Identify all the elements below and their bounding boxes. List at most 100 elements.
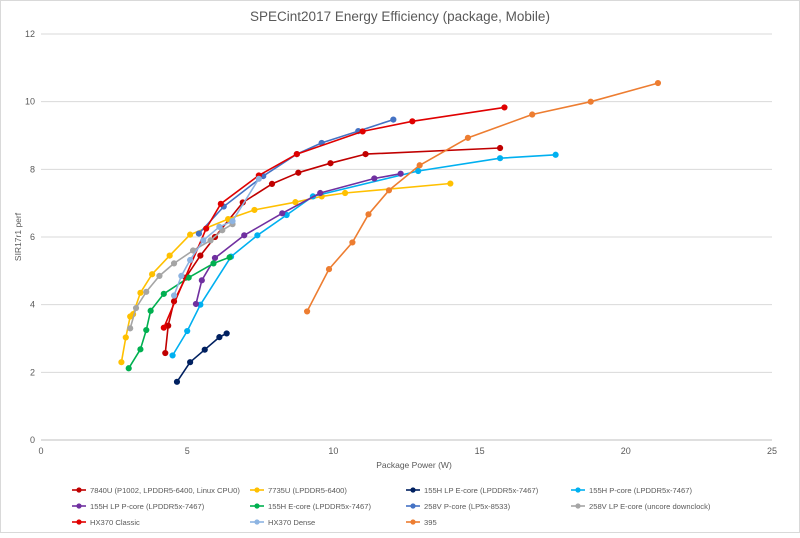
data-point (197, 252, 204, 259)
legend-label: 155H P-core (LPDDR5x-7467) (589, 486, 692, 495)
series-2 (173, 330, 230, 385)
legend-item: 258V P-core (LP5x-8533) (406, 502, 511, 511)
legend-item: 7840U (P1002, LPDDR5-6400, Linux CPU0) (72, 486, 240, 495)
data-point (201, 346, 208, 353)
data-point (292, 199, 299, 206)
data-point (254, 232, 261, 239)
data-point (447, 180, 454, 187)
legend-label: HX370 Classic (90, 518, 140, 527)
data-point (200, 237, 207, 244)
data-point (587, 98, 594, 105)
legend-item: 155H E-core (LPDDR5x-7467) (250, 502, 371, 511)
data-point (203, 225, 210, 232)
data-point (217, 200, 224, 207)
x-tick-label: 20 (621, 446, 631, 456)
data-point (216, 223, 223, 230)
data-point (143, 288, 150, 295)
tick-labels: 0 2 4 6 8 10 12 0 5 10 15 20 25 (25, 29, 777, 456)
data-point (173, 378, 181, 385)
legend-swatch-marker (410, 487, 416, 493)
legend-swatch-marker (76, 503, 82, 509)
data-point (160, 290, 167, 297)
y-tick-label: 12 (25, 29, 35, 39)
data-point (162, 349, 169, 357)
series-line (163, 106, 505, 329)
legend: 7840U (P1002, LPDDR5-6400, Linux CPU0) 77… (72, 486, 711, 527)
data-point (529, 111, 536, 118)
data-point (118, 359, 125, 366)
series-layer (118, 79, 662, 385)
y-axis-title: SIR17r1 perf (13, 212, 23, 261)
data-point (170, 292, 178, 299)
data-point (362, 151, 369, 158)
legend-label: 258V LP E-core (uncore downclock) (589, 502, 711, 511)
data-point (192, 300, 200, 308)
legend-swatch-marker (575, 503, 581, 509)
data-point (187, 256, 194, 264)
legend-item: 258V LP E-core (uncore downclock) (571, 502, 711, 511)
legend-item: HX370 Dense (250, 518, 315, 527)
x-tick-label: 10 (328, 446, 338, 456)
data-point (122, 334, 129, 341)
legend-label: 7735U (LPDDR5-6400) (268, 486, 347, 495)
x-tick-label: 5 (185, 446, 190, 456)
legend-label: 395 (424, 518, 437, 527)
data-point (178, 272, 185, 280)
legend-label: 155H LP P-core (LPDDR5x-7467) (90, 502, 205, 511)
data-point (229, 217, 236, 225)
series-10 (303, 79, 662, 315)
legend-swatch-marker (76, 519, 82, 525)
data-point (137, 346, 144, 353)
data-point (169, 352, 176, 359)
legend-label: HX370 Dense (268, 518, 315, 527)
data-point (268, 180, 276, 187)
data-point (349, 239, 356, 246)
data-point (160, 324, 167, 331)
series-9 (170, 175, 262, 299)
data-point (170, 260, 178, 267)
legend-label: 258V P-core (LP5x-8533) (424, 502, 511, 511)
data-point (187, 231, 194, 238)
x-tick-label: 15 (475, 446, 485, 456)
data-point (132, 304, 140, 312)
data-point (496, 144, 504, 152)
data-point (226, 254, 233, 261)
series-line (171, 154, 556, 356)
y-tick-label: 4 (30, 300, 35, 310)
legend-swatch-marker (254, 503, 260, 509)
data-point (293, 151, 300, 158)
data-point (409, 118, 416, 125)
data-point (279, 210, 286, 217)
legend-swatch-marker (254, 487, 260, 493)
legend-swatch-marker (575, 487, 581, 493)
data-point (552, 151, 559, 158)
legend-swatch-marker (76, 487, 82, 493)
data-point (147, 307, 154, 314)
data-point (210, 260, 217, 267)
x-axis-title: Package Power (W) (376, 460, 452, 470)
data-point (464, 134, 472, 141)
data-point (295, 169, 302, 176)
legend-label: 155H E-core (LPDDR5x-7467) (268, 502, 371, 511)
y-tick-label: 10 (25, 97, 35, 107)
legend-swatch-marker (254, 519, 260, 525)
chart-title: SPECint2017 Energy Efficiency (package, … (250, 9, 550, 24)
legend-item: HX370 Classic (72, 518, 140, 527)
y-tick-label: 0 (30, 435, 35, 445)
data-point (187, 359, 194, 366)
data-point (211, 254, 219, 262)
series-1 (118, 180, 454, 366)
y-tick-label: 8 (30, 164, 35, 174)
data-point (149, 271, 156, 278)
legend-label: 155H LP E-core (LPDDR5x-7467) (424, 486, 539, 495)
data-point (397, 170, 404, 177)
data-point (385, 187, 393, 194)
data-point (223, 330, 230, 337)
gridlines (41, 33, 772, 373)
data-point (251, 206, 258, 214)
data-point (143, 326, 150, 334)
series-line (195, 172, 401, 305)
series-line (306, 82, 659, 312)
